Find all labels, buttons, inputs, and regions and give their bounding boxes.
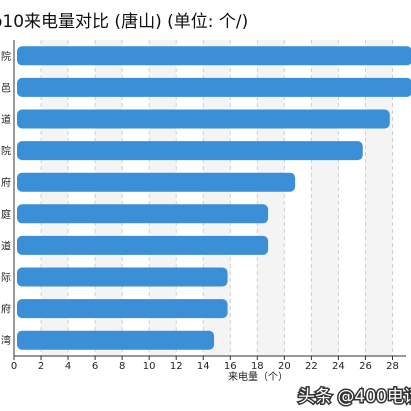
x-tick-label: 18 [251,361,264,372]
x-axis: 0 2 4 6 8 10 12 14 16 18 20 22 24 26 28 [11,40,406,372]
bar [17,267,228,287]
x-tick-label: 12 [170,361,183,372]
x-axis-label: 来电量（个） [228,370,288,383]
bar [17,46,411,66]
category-label: 道 [1,239,11,252]
category-label: 院 [1,50,11,63]
bar [17,77,411,97]
category-label: 邑 [1,82,11,94]
x-tick-label: 0 [11,361,17,372]
x-tick-label: 16 [224,361,237,372]
category-label: 院 [1,145,11,158]
category-label: 际 [1,272,11,284]
category-label: 府 [1,176,11,189]
x-tick-label: 26 [359,361,372,372]
x-tick-label: 10 [143,361,156,372]
x-tick-label: 22 [305,361,318,372]
chart-title: o10来电量对比 (唐山) (单位: 个/) [0,11,248,32]
x-tick-label: 20 [278,361,291,372]
x-tick-label: 28 [386,361,399,372]
bar [17,330,215,350]
bar [17,299,228,319]
x-tick-label: 24 [332,361,345,372]
category-label: 府 [1,303,11,316]
bar [17,204,269,224]
bar [17,141,363,161]
category-label: 道 [1,113,11,126]
x-tick-label: 8 [119,361,125,372]
watermark-text: 头条 @400电话 [298,387,411,407]
bar [17,109,390,129]
x-tick-label: 4 [65,361,71,372]
x-tick-label: 6 [92,361,98,372]
x-tick-label: 14 [197,361,210,372]
bar [17,172,296,192]
bar-series [17,46,411,350]
x-tick-label: 2 [38,361,44,372]
category-label: 湾 [1,334,11,347]
bar [17,235,269,255]
category-label: 庭 [1,208,11,221]
